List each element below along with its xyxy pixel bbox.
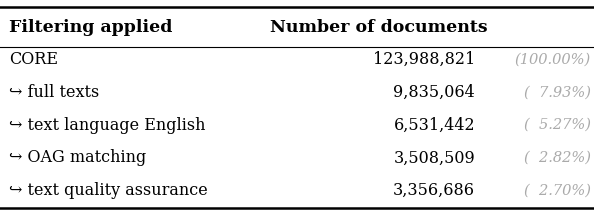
Text: ↪ text language English: ↪ text language English — [9, 117, 206, 134]
Text: 3,508,509: 3,508,509 — [393, 149, 475, 166]
Text: CORE: CORE — [9, 51, 58, 68]
Text: ↪ text quality assurance: ↪ text quality assurance — [9, 182, 208, 199]
Text: ↪ full texts: ↪ full texts — [9, 84, 99, 101]
Text: 123,988,821: 123,988,821 — [373, 51, 475, 68]
Text: (  2.82%): ( 2.82%) — [524, 151, 591, 165]
Text: (100.00%): (100.00%) — [515, 52, 591, 66]
Text: (  5.27%): ( 5.27%) — [524, 118, 591, 132]
Text: 6,531,442: 6,531,442 — [394, 117, 475, 134]
Text: 3,356,686: 3,356,686 — [393, 182, 475, 199]
Text: Number of documents: Number of documents — [270, 18, 488, 36]
Text: (  7.93%): ( 7.93%) — [524, 85, 591, 99]
Text: (  2.70%): ( 2.70%) — [524, 184, 591, 198]
Text: 9,835,064: 9,835,064 — [393, 84, 475, 101]
Text: Filtering applied: Filtering applied — [9, 18, 172, 36]
Text: ↪ OAG matching: ↪ OAG matching — [9, 149, 146, 166]
